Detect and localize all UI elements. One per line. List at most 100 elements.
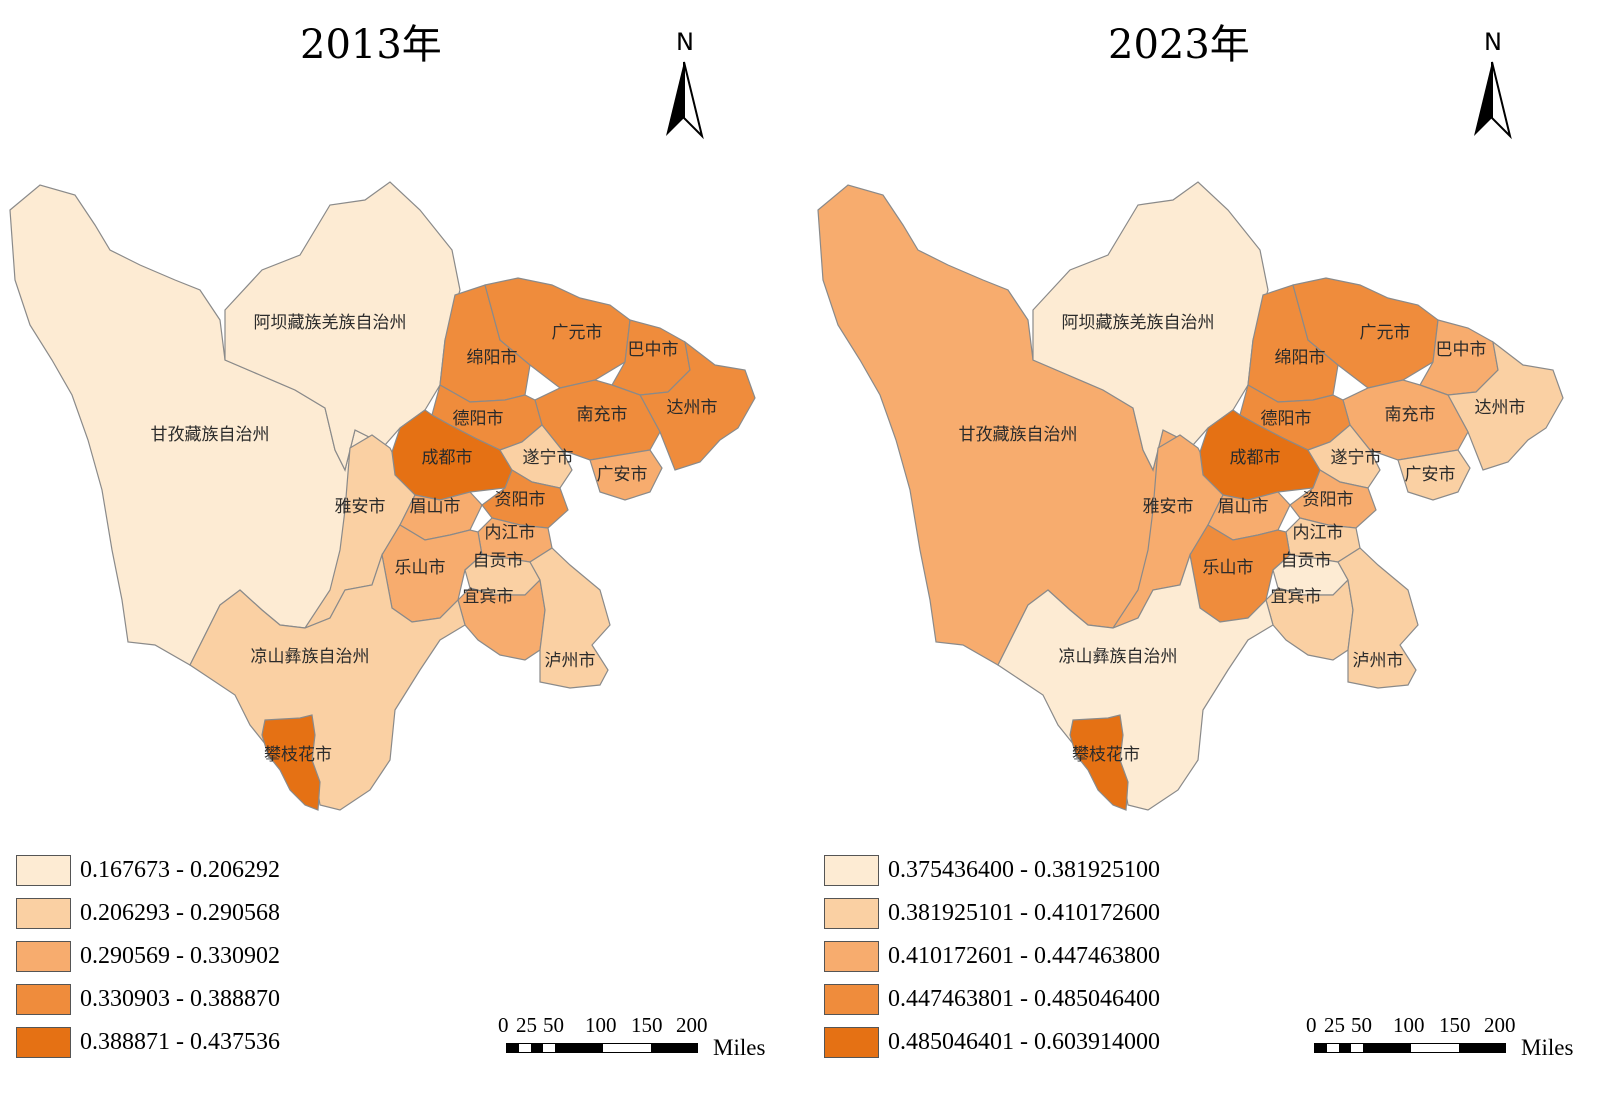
north-arrow: N (1468, 28, 1518, 143)
region-label-suining: 遂宁市 (523, 448, 574, 468)
region-label-deyang: 德阳市 (453, 409, 504, 429)
region-label-ganzi: 甘孜藏族自治州 (959, 425, 1078, 445)
legend-swatch (824, 1027, 879, 1058)
scale-tick: 50 (1351, 1013, 1372, 1037)
region-ziyang (481, 469, 569, 529)
legend-swatch (824, 941, 879, 972)
region-label-yaan: 雅安市 (335, 497, 386, 517)
region-label-liangshan: 凉山彝族自治州 (1059, 647, 1178, 667)
region-panzhihua (1069, 714, 1129, 811)
region-guangan (1397, 449, 1471, 501)
region-label-ziyang: 资阳市 (495, 490, 546, 510)
scale-unit: Miles (1521, 1035, 1574, 1060)
legend-label: 0.447463801 - 0.485046400 (888, 986, 1160, 1012)
region-label-guangyuan: 广元市 (552, 323, 603, 343)
north-arrow: N (660, 28, 710, 143)
legend-swatch (824, 898, 879, 929)
north-arrow-icon (1474, 61, 1512, 140)
region-aba (1032, 181, 1269, 472)
scale-tick: 150 (631, 1013, 663, 1037)
region-label-mianyang: 绵阳市 (467, 348, 518, 368)
north-label: N (1484, 28, 1502, 56)
north-label: N (676, 28, 694, 56)
region-label-guangan: 广安市 (1405, 465, 1456, 485)
region-label-liangshan: 凉山彝族自治州 (251, 647, 370, 667)
region-luzhou (529, 547, 611, 689)
region-aba (224, 181, 461, 472)
region-label-yaan: 雅安市 (1143, 497, 1194, 517)
north-arrow-icon (666, 61, 704, 140)
region-label-chengdu: 成都市 (1230, 448, 1281, 468)
region-label-yibin: 宜宾市 (463, 587, 514, 607)
legend-label: 0.206293 - 0.290568 (80, 900, 280, 926)
scale-tick: 0 (498, 1013, 509, 1037)
legend-label: 0.375436400 - 0.381925100 (888, 857, 1160, 883)
legend-label: 0.330903 - 0.388870 (80, 986, 280, 1012)
legend-label: 0.410172601 - 0.447463800 (888, 943, 1160, 969)
scale-bar-graphic (506, 1043, 698, 1053)
legend-swatch (16, 1027, 71, 1058)
region-panzhihua (261, 714, 321, 811)
legend-swatch (16, 898, 71, 929)
region-label-ziyang: 资阳市 (1303, 490, 1354, 510)
region-label-meishan: 眉山市 (1218, 497, 1269, 517)
region-guangan (589, 449, 663, 501)
scale-bar: 0 25 50 100 150 200 Miles (498, 1013, 780, 1063)
region-ziyang (1289, 469, 1377, 529)
scale-tick: 100 (1393, 1013, 1425, 1037)
region-label-leshan: 乐山市 (395, 558, 446, 578)
region-label-ganzi: 甘孜藏族自治州 (151, 425, 270, 445)
scale-tick: 150 (1439, 1013, 1471, 1037)
scale-tick: 200 (1484, 1013, 1516, 1037)
legend-swatch (16, 855, 71, 886)
map-title: 2023年 (1108, 22, 1250, 68)
region-label-nanchong: 南充市 (1385, 405, 1436, 425)
region-label-panzhihua: 攀枝花市 (1072, 745, 1140, 765)
legend-label: 0.485046401 - 0.603914000 (888, 1029, 1160, 1055)
scale-bar-graphic (1314, 1043, 1506, 1053)
region-label-zigong: 自贡市 (1281, 551, 1332, 571)
region-label-suining: 遂宁市 (1331, 448, 1382, 468)
region-label-luzhou: 泸州市 (545, 651, 596, 671)
legend-label: 0.381925101 - 0.410172600 (888, 900, 1160, 926)
scale-tick: 25 (516, 1013, 537, 1037)
scale-tick: 0 (1306, 1013, 1317, 1037)
scale-bar: 0 25 50 100 150 200 Miles (1306, 1013, 1588, 1063)
legend-swatch (16, 984, 71, 1015)
region-label-zigong: 自贡市 (473, 551, 524, 571)
region-label-bazhong: 巴中市 (1436, 340, 1487, 360)
scale-tick: 100 (585, 1013, 617, 1037)
region-luzhou (1337, 547, 1419, 689)
region-label-yibin: 宜宾市 (1271, 587, 1322, 607)
legend-label: 0.388871 - 0.437536 (80, 1029, 280, 1055)
region-label-panzhihua: 攀枝花市 (264, 745, 332, 765)
legend-label: 0.290569 - 0.330902 (80, 943, 280, 969)
map-panel-2023: 2023年 N 阿坝藏族羌族自治州甘孜藏族自治州凉山彝族自治州攀枝花市 绵阳市 广元… (808, 0, 1600, 1094)
scale-tick: 25 (1324, 1013, 1345, 1037)
region-label-mianyang: 绵阳市 (1275, 348, 1326, 368)
region-label-guangan: 广安市 (597, 465, 648, 485)
region-label-deyang: 德阳市 (1261, 409, 1312, 429)
scale-unit: Miles (713, 1035, 766, 1060)
region-label-aba: 阿坝藏族羌族自治州 (1062, 313, 1215, 333)
region-label-dazhou: 达州市 (667, 398, 718, 418)
region-dazhou (1447, 340, 1564, 471)
map-title: 2013年 (300, 22, 442, 68)
region-label-neijiang: 内江市 (1293, 523, 1344, 543)
region-label-meishan: 眉山市 (410, 497, 461, 517)
region-label-leshan: 乐山市 (1203, 558, 1254, 578)
legend-swatch (824, 855, 879, 886)
region-label-bazhong: 巴中市 (628, 340, 679, 360)
region-label-luzhou: 泸州市 (1353, 651, 1404, 671)
region-label-aba: 阿坝藏族羌族自治州 (254, 313, 407, 333)
region-label-chengdu: 成都市 (422, 448, 473, 468)
region-label-guangyuan: 广元市 (1360, 323, 1411, 343)
region-dazhou (639, 340, 756, 471)
legend-label: 0.167673 - 0.206292 (80, 857, 280, 883)
region-label-dazhou: 达州市 (1475, 398, 1526, 418)
region-label-nanchong: 南充市 (577, 405, 628, 425)
scale-tick: 50 (543, 1013, 564, 1037)
region-label-neijiang: 内江市 (485, 523, 536, 543)
legend-swatch (824, 984, 879, 1015)
